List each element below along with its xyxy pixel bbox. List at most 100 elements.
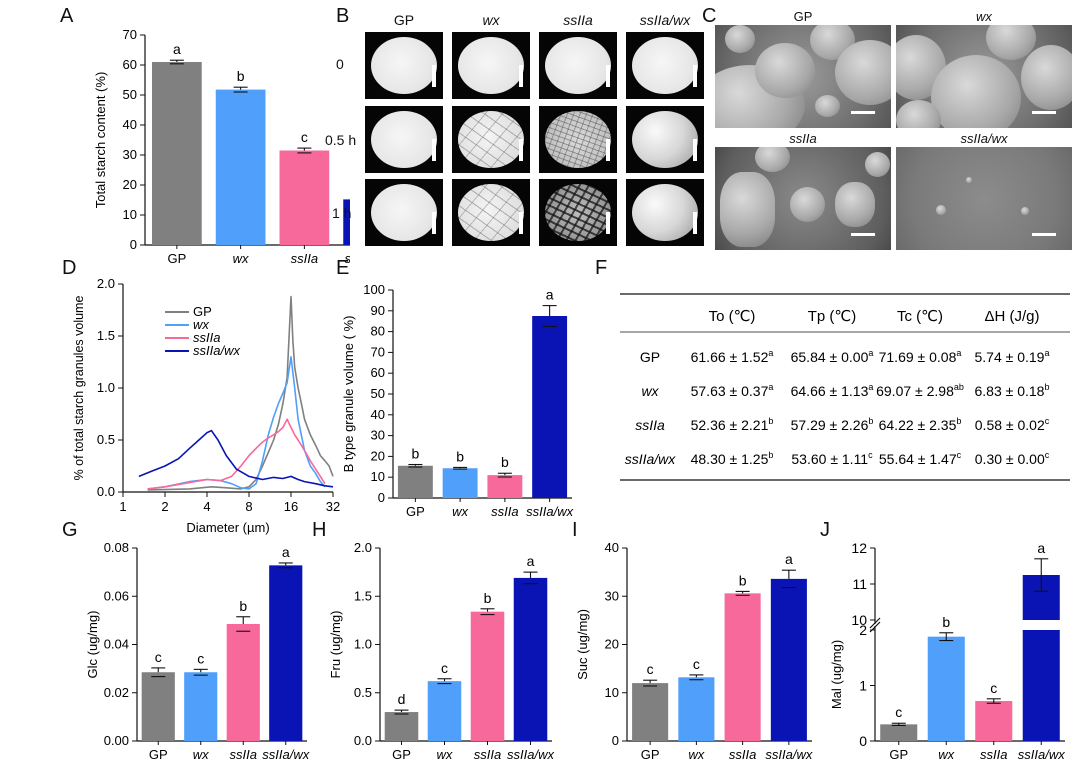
y-tick-label: 1.5 <box>354 588 372 603</box>
table-header-tp: Tp (℃) <box>808 308 857 325</box>
bar <box>975 701 1013 741</box>
bar <box>927 636 965 741</box>
photo-ssiia-wx-1h <box>626 179 704 246</box>
y-tick-label: 60 <box>123 57 137 72</box>
panel-letter-c: C <box>702 5 717 27</box>
panel-letter-d: D <box>62 257 77 279</box>
sem-label-ssiia-wx: ssIIa/wx <box>960 131 1008 146</box>
significance-letter: d <box>398 691 406 707</box>
bar <box>184 672 218 741</box>
x-tick-label: ssIIa/wx <box>765 747 812 762</box>
table-cell: 53.60 ± 1.11c <box>791 450 873 467</box>
x-tick-label: 16 <box>284 499 298 514</box>
y-tick-label: 10 <box>371 469 385 484</box>
significance-letter: a <box>527 553 535 569</box>
table-cell: 0.58 ± 0.02c <box>975 416 1050 433</box>
significance-letter: c <box>301 129 308 145</box>
x-tick-label: ssIIa <box>291 251 318 266</box>
sem-gp <box>715 25 891 128</box>
significance-letter: b <box>237 68 245 84</box>
photo-ssiia-wx-0h <box>626 32 704 99</box>
table-cell: 64.22 ± 2.35b <box>879 416 962 433</box>
y-tick-label: 0.02 <box>104 685 129 700</box>
table-row-label: GP <box>640 349 660 365</box>
photo-ssiia-1h <box>539 179 617 246</box>
bar <box>226 623 260 741</box>
y-tick-label: 2.0 <box>354 540 372 555</box>
legend-label: ssIIa/wx <box>193 343 240 358</box>
dsc-table: To (℃) Tp (℃) Tc (℃) ΔH (J/g) GP 61.66 ± … <box>620 293 1070 481</box>
y-tick-label: 0.08 <box>104 540 129 555</box>
y-tick-label: 30 <box>371 428 385 443</box>
table-cell: 57.29 ± 2.26b <box>791 416 874 433</box>
significance-letter: a <box>282 544 290 560</box>
significance-letter: b <box>239 598 247 614</box>
panel-letter-f: F <box>595 257 608 279</box>
axis-break-mark <box>869 617 881 629</box>
y-tick-label: 11 <box>852 576 867 592</box>
significance-letter: b <box>456 448 464 464</box>
y-axis-label: Suc (ug/mg) <box>575 609 590 680</box>
x-tick-label: ssIIa/wx <box>262 747 309 762</box>
significance-letter: b <box>484 590 492 606</box>
y-tick-label: 70 <box>371 344 385 359</box>
table-cell: 48.30 ± 1.25b <box>691 450 774 467</box>
y-tick-label: 1 <box>859 678 867 694</box>
y-tick-label: 40 <box>605 540 619 555</box>
x-tick-label: wx <box>938 747 954 762</box>
bar-lower-segment <box>1022 630 1060 741</box>
table-cell: 6.83 ± 0.18b <box>975 382 1050 399</box>
y-tick-label: 40 <box>123 117 137 132</box>
bar <box>532 316 568 498</box>
y-tick-label: 12 <box>851 540 867 556</box>
photo-gp-0h <box>365 32 443 99</box>
chart-total-starch: 010203040506070aGPbwxcssIIadssIIa/wxTota… <box>93 27 350 266</box>
photo-ssiia-wx-05h <box>626 106 704 173</box>
x-tick-label: 2 <box>161 499 168 514</box>
x-tick-label: 32 <box>326 499 340 514</box>
legend-label: ssIIa <box>193 330 220 345</box>
panel-letter-h: H <box>312 519 327 541</box>
x-tick-label: GP <box>641 747 660 762</box>
panel-letter-e: E <box>336 257 350 279</box>
chart-glc: 0.00 0.02 0.04 0.06 0.08 c GP c wx b ssIIa a ssIIa/w… <box>85 540 310 762</box>
chart-fru: 0.0 0.5 1.0 1.5 2.0 d GP c wx b ssIIa a ssIIa/wx Fru … <box>328 540 554 762</box>
x-tick-label: 4 <box>203 499 210 514</box>
table-cell: 52.36 ± 2.21b <box>691 416 774 433</box>
y-tick-label: 50 <box>123 87 137 102</box>
chart-granule-size-distribution: 0.0 0.5 1.0 1.5 2.0 1 2 4 8 16 32 Diameter (µm) % of… <box>72 276 340 535</box>
y-tick-label: 60 <box>371 365 385 380</box>
significance-letter: c <box>197 650 204 666</box>
y-tick-label: 10 <box>605 685 619 700</box>
bar <box>470 611 505 741</box>
y-tick-label: 0.5 <box>97 432 115 447</box>
x-tick-label: ssIIa <box>980 747 1007 762</box>
sem-label-ssiia: ssIIa <box>789 131 817 146</box>
y-tick-label: 0 <box>378 490 385 505</box>
y-tick-label: 0.0 <box>97 484 115 499</box>
x-tick-label: wx <box>193 747 209 762</box>
significance-letter: a <box>785 551 793 567</box>
panel-b-row-0: 0 <box>336 56 344 72</box>
x-tick-label: ssIIa/wx <box>507 747 554 762</box>
panel-b-row-1h: 1 h <box>332 205 352 221</box>
x-tick-label: GP <box>167 251 186 266</box>
table-cell: 5.74 ± 0.19a <box>975 348 1050 365</box>
significance-letter: c <box>155 649 162 665</box>
table-header-to: To (℃) <box>709 308 756 325</box>
sem-ssiia-wx <box>896 147 1072 250</box>
bar <box>880 724 918 741</box>
x-tick-label: ssIIa <box>230 747 257 762</box>
significance-letter: c <box>895 704 902 720</box>
y-tick-label: 30 <box>605 588 619 603</box>
significance-letter: a <box>1037 540 1045 556</box>
panel-letter-b: B <box>336 5 350 27</box>
legend-label: GP <box>193 304 212 319</box>
y-tick-label: 70 <box>123 27 137 42</box>
photo-ssiia-05h <box>539 106 617 173</box>
x-tick-label: wx <box>688 747 704 762</box>
table-row-label: wx <box>641 383 659 399</box>
photo-gp-1h <box>365 179 443 246</box>
y-tick-label: 0.0 <box>354 733 372 748</box>
